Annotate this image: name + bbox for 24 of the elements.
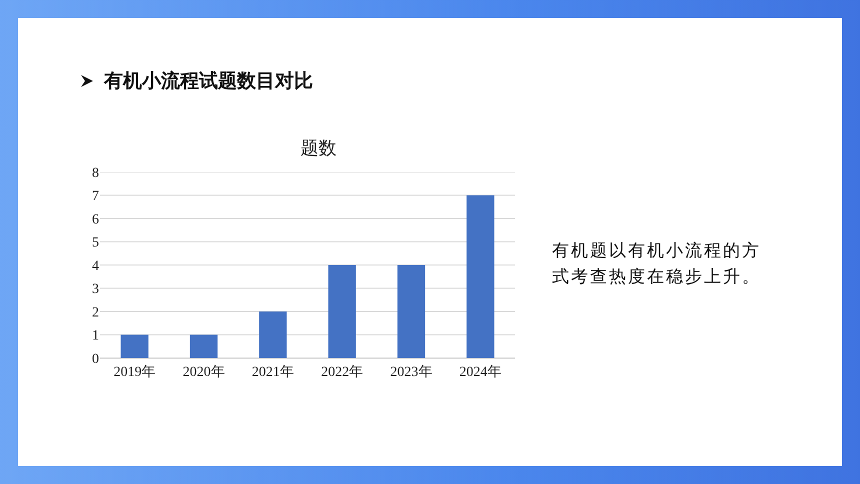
y-tick-label: 2 [92, 305, 99, 320]
chart-title: 题数 [300, 138, 336, 159]
bar [120, 334, 148, 358]
bar [466, 195, 494, 358]
bar [328, 265, 356, 358]
bar [259, 312, 287, 358]
x-tick-label: 2021年 [252, 364, 294, 380]
text: 有机题以有机小流程的方式考查热度在稳步上升。 [552, 240, 762, 289]
y-tick-label: 8 [92, 166, 99, 181]
y-tick-label: 4 [92, 258, 99, 274]
y-tick-label: 1 [92, 328, 99, 344]
y-tick-label: 5 [92, 236, 99, 251]
y-tick-label: 6 [92, 212, 99, 228]
bar [397, 265, 426, 358]
x-tick-label: 2022年 [321, 364, 364, 380]
x-tick-label: 2023年 [390, 364, 432, 380]
bar [190, 334, 218, 358]
x-tick-label: 2019年 [114, 364, 156, 380]
y-tick-label: 7 [92, 189, 99, 204]
x-tick-label: 2024年 [459, 364, 502, 380]
y-tick-label: 0 [92, 352, 99, 367]
text: 有机小流程试题数目对比 [104, 69, 313, 94]
y-tick-label: 3 [92, 282, 99, 298]
x-tick-label: 2020年 [182, 364, 225, 380]
